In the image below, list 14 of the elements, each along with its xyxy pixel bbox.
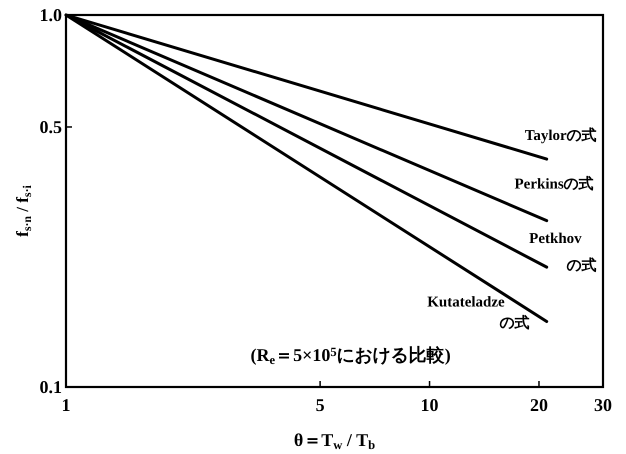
x-tick-label: 20 xyxy=(530,395,548,415)
series-label: Petkhov の式 xyxy=(529,231,597,274)
x-axis-title: θ＝T$_{w}$ / T$_{b}$ xyxy=(294,430,376,452)
y-tick-label: 0.5 xyxy=(40,116,62,137)
x-tick-label: 5 xyxy=(316,395,325,415)
y-tick-label: 1.0 xyxy=(40,5,62,25)
annotation: (R$_{e}$＝5×10$^{5}$における比較) xyxy=(250,344,451,368)
series-label: Taylorの式 xyxy=(524,127,597,144)
x-tick-label: 30 xyxy=(594,395,612,415)
y-tick-label: 0.1 xyxy=(40,377,62,397)
x-tick-label: 1 xyxy=(62,395,70,415)
x-tick-label: 10 xyxy=(420,395,439,415)
series-label: Kutateladze の式 xyxy=(427,294,530,332)
series-label: Perkinsの式 xyxy=(514,176,594,193)
